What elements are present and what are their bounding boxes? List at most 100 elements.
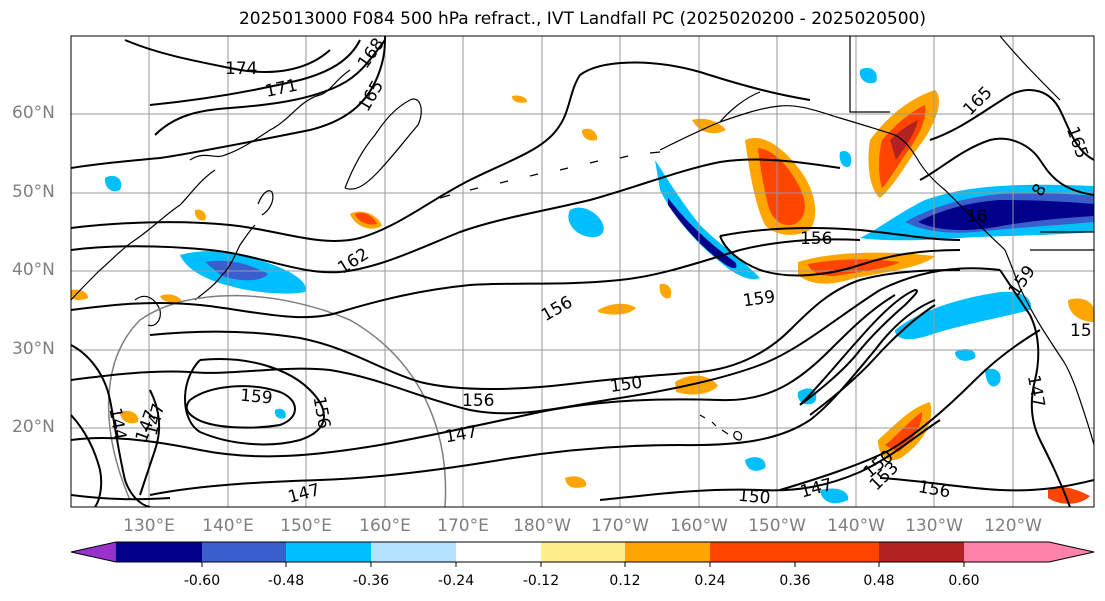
colorbar-bin (625, 542, 710, 562)
hawaii-islands (699, 414, 743, 441)
negative-patch (955, 349, 976, 361)
contour-jet-2 (809, 304, 936, 416)
positive-patch (194, 209, 206, 221)
contour-147-low (71, 419, 941, 501)
contour-label: 174 (225, 59, 257, 79)
contour-label: 159 (239, 386, 273, 409)
negative-patch (859, 67, 877, 84)
contour-label: 156 (917, 477, 952, 502)
colorbar-bin (202, 542, 286, 562)
contour-label: 16 (966, 207, 988, 227)
colorbar-bin (116, 542, 202, 562)
lon-label: 140°E (202, 516, 254, 536)
lon-label: 140°W (827, 516, 885, 536)
positive-patch (885, 412, 922, 452)
lon-label: 170°E (437, 516, 489, 536)
colorbar-bin (371, 542, 456, 562)
kamchatka-coastline (344, 98, 422, 190)
north-america-coastline (1004, 249, 1094, 446)
negative-patch (839, 150, 852, 168)
lat-label-20n: 20°N (12, 417, 55, 437)
contour-label: 165 (1062, 124, 1092, 161)
colorbar-bin (964, 542, 1049, 562)
contour-label: 162 (334, 244, 372, 278)
japan-coastline (194, 190, 274, 301)
contour-label: 156 (309, 395, 334, 430)
contour-label: 147 (142, 401, 170, 438)
negative-patch (985, 368, 1001, 387)
positive-patch (890, 120, 918, 160)
positive-patch (565, 476, 587, 488)
negative-patch (745, 457, 766, 471)
contour-west-coast (999, 269, 1071, 507)
contour-174 (124, 39, 331, 73)
gridlines (71, 36, 1094, 507)
lon-label: 150°E (280, 516, 332, 536)
contour-label: 147 (1023, 374, 1048, 409)
lon-label: 180°W (513, 516, 571, 536)
colorbar-outline (70, 541, 1095, 563)
colorbar-tick-label: -0.36 (352, 573, 390, 589)
contour-label-group: 174 171 168 165 162 159 156 156 156 156 … (104, 34, 1091, 508)
coastlines (71, 36, 1094, 446)
colorbar-tick-label: -0.12 (522, 573, 560, 589)
contour-150 (71, 267, 1001, 415)
positive-patch (355, 212, 377, 225)
canada-borders (849, 36, 1094, 251)
colorbar-tick-label: 0.24 (694, 573, 726, 589)
negative-patch (895, 291, 1031, 340)
korea-coastline (134, 295, 161, 327)
contour-label: 156 (462, 391, 494, 411)
contour-label: 147 (286, 480, 323, 508)
contour-147-bottom (149, 299, 936, 496)
lat-label-30n: 30°N (12, 339, 55, 359)
colorbar-bin (710, 542, 795, 562)
contour-west-3 (139, 389, 161, 496)
colorbar (70, 541, 1095, 567)
colorbar-extend-high (1049, 542, 1094, 562)
colorbar-bin (456, 542, 541, 562)
lat-label-50n: 50°N (12, 182, 55, 202)
map-frame (70, 35, 1095, 508)
colorbar-bin (879, 542, 964, 562)
contour-jet-1 (799, 288, 918, 406)
positive-patch (758, 148, 805, 226)
colorbar-tick-label: 0.36 (779, 573, 811, 589)
colorbar-tick-label: 0.12 (609, 573, 641, 589)
contour-162 (71, 61, 811, 242)
shaded-anomaly-layer (71, 67, 1094, 504)
contour-156-south (149, 269, 961, 390)
contour-label: 165 (355, 77, 389, 115)
map-title: 2025013000 F084 500 hPa refract., IVT La… (238, 9, 926, 29)
contour-jet-3 (779, 329, 1041, 491)
contour-label: 150 (737, 486, 771, 509)
contour-162-ne (919, 137, 1094, 196)
lon-label: 160°E (359, 516, 411, 536)
contour-label: 171 (263, 76, 299, 102)
contour-165 (71, 36, 386, 169)
lon-label: 160°W (670, 516, 728, 536)
colorbar-tick-label: 0.60 (948, 573, 980, 589)
contour-171 (149, 39, 361, 106)
contour-label: 147 (443, 422, 478, 447)
colorbar-tick-label: -0.48 (267, 573, 305, 589)
positive-patch (1048, 487, 1090, 504)
lon-label: 170°W (591, 516, 649, 536)
colorbar-bin (541, 542, 625, 562)
contour-label: 156 (800, 229, 832, 249)
alaska-coastline (659, 91, 1006, 251)
positive-patch (659, 283, 672, 299)
positive-patch (1068, 298, 1094, 322)
colorbar-bin (795, 542, 879, 562)
colorbar-bin (286, 542, 371, 562)
contour-lines (71, 36, 1094, 507)
lon-label: 120°W (984, 516, 1042, 536)
aleutian-islands (439, 151, 661, 199)
positive-patch (598, 303, 636, 315)
negative-patch (568, 207, 604, 238)
contour-west-2 (71, 414, 103, 507)
negative-patch (668, 198, 737, 268)
positive-patch (160, 294, 182, 303)
contour-156 (71, 238, 861, 319)
